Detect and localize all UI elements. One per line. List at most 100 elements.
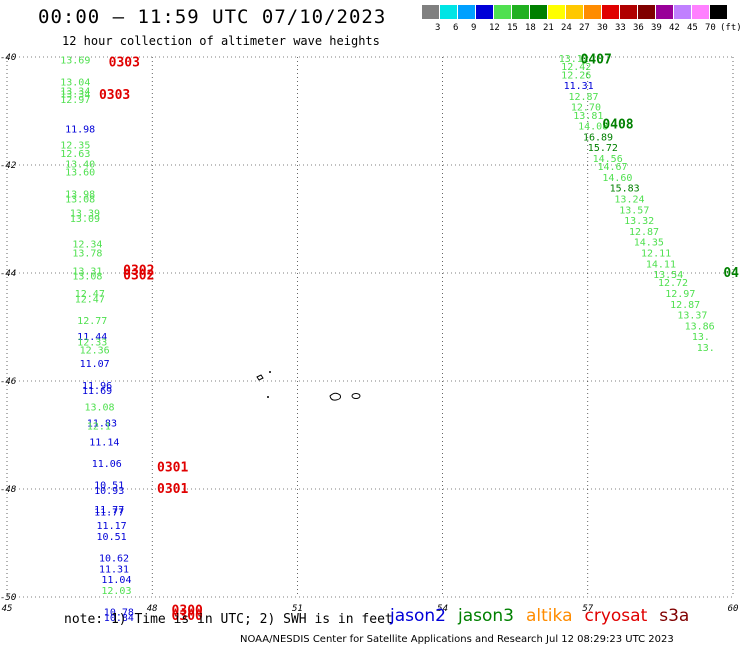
wave-height-label: 12.35 <box>60 140 90 151</box>
x-tick-label: 60 <box>728 604 739 614</box>
wave-height-label: 12.11 <box>641 248 671 259</box>
wave-height-label: 13.34 <box>60 90 90 101</box>
wave-height-label: 13.31 <box>72 266 102 277</box>
wave-height-label: 14.35 <box>634 238 664 249</box>
pass-time-label: 0300 <box>172 609 203 624</box>
colorbar-cell <box>422 5 439 19</box>
wave-height-label: 15.83 <box>610 184 640 195</box>
pass-time-label: 0303 <box>109 55 140 70</box>
wave-height-label: 13.08 <box>72 272 102 283</box>
wave-height-label: 12.97 <box>60 95 90 106</box>
wave-height-label: 11.44 <box>77 332 107 343</box>
wave-height-label: 13.54 <box>653 270 683 281</box>
wave-height-label: 12.42 <box>561 62 591 73</box>
colorbar-label: 21 <box>543 23 554 33</box>
colorbar-label: 27 <box>579 23 590 33</box>
colorbar-cell <box>512 5 529 19</box>
colorbar-unit: (ft) <box>720 23 740 33</box>
colorbar-cell <box>476 5 493 19</box>
wave-height-label: 11.77 <box>94 505 124 516</box>
wave-height-label: 14.11 <box>646 259 676 270</box>
wave-height-label: 12.34 <box>72 239 102 250</box>
colorbar-cell <box>530 5 547 19</box>
satellite-legend: jason2 jason3 altika cryosat s3a <box>390 606 701 626</box>
island-outline <box>351 393 361 399</box>
wave-height-label: 11.96 <box>82 381 112 392</box>
wave-height-label: 13.24 <box>614 194 644 205</box>
wave-height-label: 11.14 <box>89 437 119 448</box>
colorbar-label: 33 <box>615 23 626 33</box>
wave-height-label: 13.09 <box>70 214 100 225</box>
wave-height-label: 13.39 <box>70 209 100 220</box>
legend-entry-altika: altika <box>526 606 573 626</box>
wave-height-label: 10.78 <box>104 608 134 619</box>
x-tick-label: 51 <box>292 604 303 614</box>
pass-time-label: 0301 <box>157 482 188 497</box>
wave-height-label: 11.17 <box>97 521 127 532</box>
wave-height-label: 12.87 <box>629 227 659 238</box>
wave-height-label: 13.81 <box>573 111 603 122</box>
wave-height-label: 12.1 <box>87 421 111 432</box>
wave-height-label: 11.06 <box>92 459 122 470</box>
legend-entry-jason2: jason2 <box>390 606 446 626</box>
wave-height-label: 14.56 <box>593 154 623 165</box>
x-tick-label: 57 <box>582 604 593 614</box>
pass-time-label: 0407 <box>581 53 612 68</box>
colorbar-cell <box>674 5 691 19</box>
wave-height-label: 12.63 <box>60 149 90 160</box>
colorbar-cell <box>584 5 601 19</box>
gridlines <box>6 56 734 598</box>
wave-height-label: 13.08 <box>84 402 114 413</box>
colorbar-cell <box>656 5 673 19</box>
pass-time-label: 0303 <box>99 88 130 103</box>
wave-height-label: 13.60 <box>65 167 95 178</box>
wave-height-label: 13. <box>692 332 710 343</box>
wave-height-label: 16.89 <box>583 132 613 143</box>
chart-subtitle: 12 hour collection of altimeter wave hei… <box>62 34 380 48</box>
colorbar-cell <box>458 5 475 19</box>
wave-height-label: 12.03 <box>101 586 131 597</box>
x-tick-label: 45 <box>2 604 13 614</box>
x-tick-label: 54 <box>437 604 448 614</box>
colorbar-label: 42 <box>669 23 680 33</box>
island-outline <box>329 392 341 401</box>
x-tick-label: 48 <box>147 604 158 614</box>
footer-note: note: 1) Time is in UTC; 2) SWH is in fe… <box>64 612 393 627</box>
island-outline <box>256 374 264 381</box>
wave-height-label: 12.72 <box>658 278 688 289</box>
y-tick-label: -44 <box>0 269 16 279</box>
wave-height-label: 13.08 <box>65 194 95 205</box>
colorbar-label: 18 <box>525 23 536 33</box>
pass-time-label: 0301 <box>157 460 188 475</box>
pass-time-label: 0408 <box>602 118 633 133</box>
wave-height-label: 10.93 <box>94 486 124 497</box>
axis-tick-labels: 45 48 51 54 57 60 -40 -42 -44 -46 -48 -50 <box>0 53 738 614</box>
chart-title: 00:00 – 11:59 UTC 07/10/2023 <box>38 6 387 28</box>
wave-height-label: 14.67 <box>597 162 627 173</box>
colorbar-cell <box>602 5 619 19</box>
pass-time-label: 04 <box>723 266 739 281</box>
wave-height-label: 13.69 <box>60 56 90 67</box>
wave-height-label: 12.87 <box>670 300 700 311</box>
wave-height-label: 13.40 <box>65 159 95 170</box>
y-tick-label: -48 <box>0 485 16 495</box>
colorbar-cell <box>566 5 583 19</box>
wave-height-label: 13.34 <box>60 86 90 97</box>
colorbar-label: 3 <box>435 23 441 33</box>
wave-height-label: 11.77 <box>94 508 124 519</box>
wave-height-label: 12.47 <box>75 294 105 305</box>
legend-entry-jason3: jason3 <box>458 606 514 626</box>
wave-height-label: 14.60 <box>602 173 632 184</box>
wave-height-label: 12.97 <box>665 289 695 300</box>
colorbar-cell <box>440 5 457 19</box>
wave-height-label: 12.70 <box>571 103 601 114</box>
pass-time-label: 0302 <box>123 263 154 278</box>
wave-height-label: 10.62 <box>99 554 129 565</box>
data-labels: 13.6913.0413.3413.3412.9711.9812.3512.63… <box>60 53 739 624</box>
wave-height-label: 12.36 <box>80 346 110 357</box>
wave-height-label: 12.87 <box>568 92 598 103</box>
colorbar-label: 15 <box>507 23 518 33</box>
wave-height-label: 15.72 <box>588 143 618 154</box>
wave-height-label: 13.04 <box>60 77 90 88</box>
